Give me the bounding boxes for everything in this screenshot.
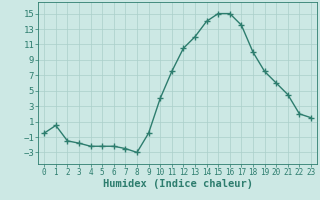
- X-axis label: Humidex (Indice chaleur): Humidex (Indice chaleur): [103, 179, 252, 189]
